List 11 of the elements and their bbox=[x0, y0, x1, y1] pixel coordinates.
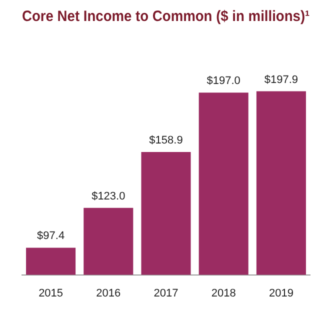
data-label: $197.0 bbox=[206, 75, 240, 88]
x-tick-label: 2018 bbox=[211, 287, 236, 300]
data-label: $123.0 bbox=[92, 190, 126, 202]
x-tick-label: 2016 bbox=[96, 287, 121, 300]
data-label: $197.9 bbox=[264, 74, 298, 86]
x-tick-label: 2019 bbox=[268, 287, 294, 300]
data-label: $158.9 bbox=[149, 134, 183, 147]
chart-title: Core Net Income to Common ($ in millions)¹ bbox=[22, 8, 310, 26]
x-tick-label: 2017 bbox=[154, 287, 178, 300]
data-label: $97.4 bbox=[37, 230, 65, 242]
x-tick-label: 2015 bbox=[38, 287, 64, 300]
